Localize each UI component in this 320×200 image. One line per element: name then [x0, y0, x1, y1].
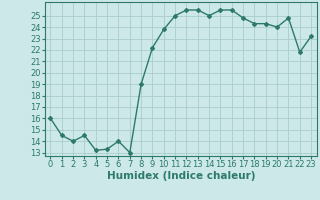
X-axis label: Humidex (Indice chaleur): Humidex (Indice chaleur)	[107, 171, 255, 181]
